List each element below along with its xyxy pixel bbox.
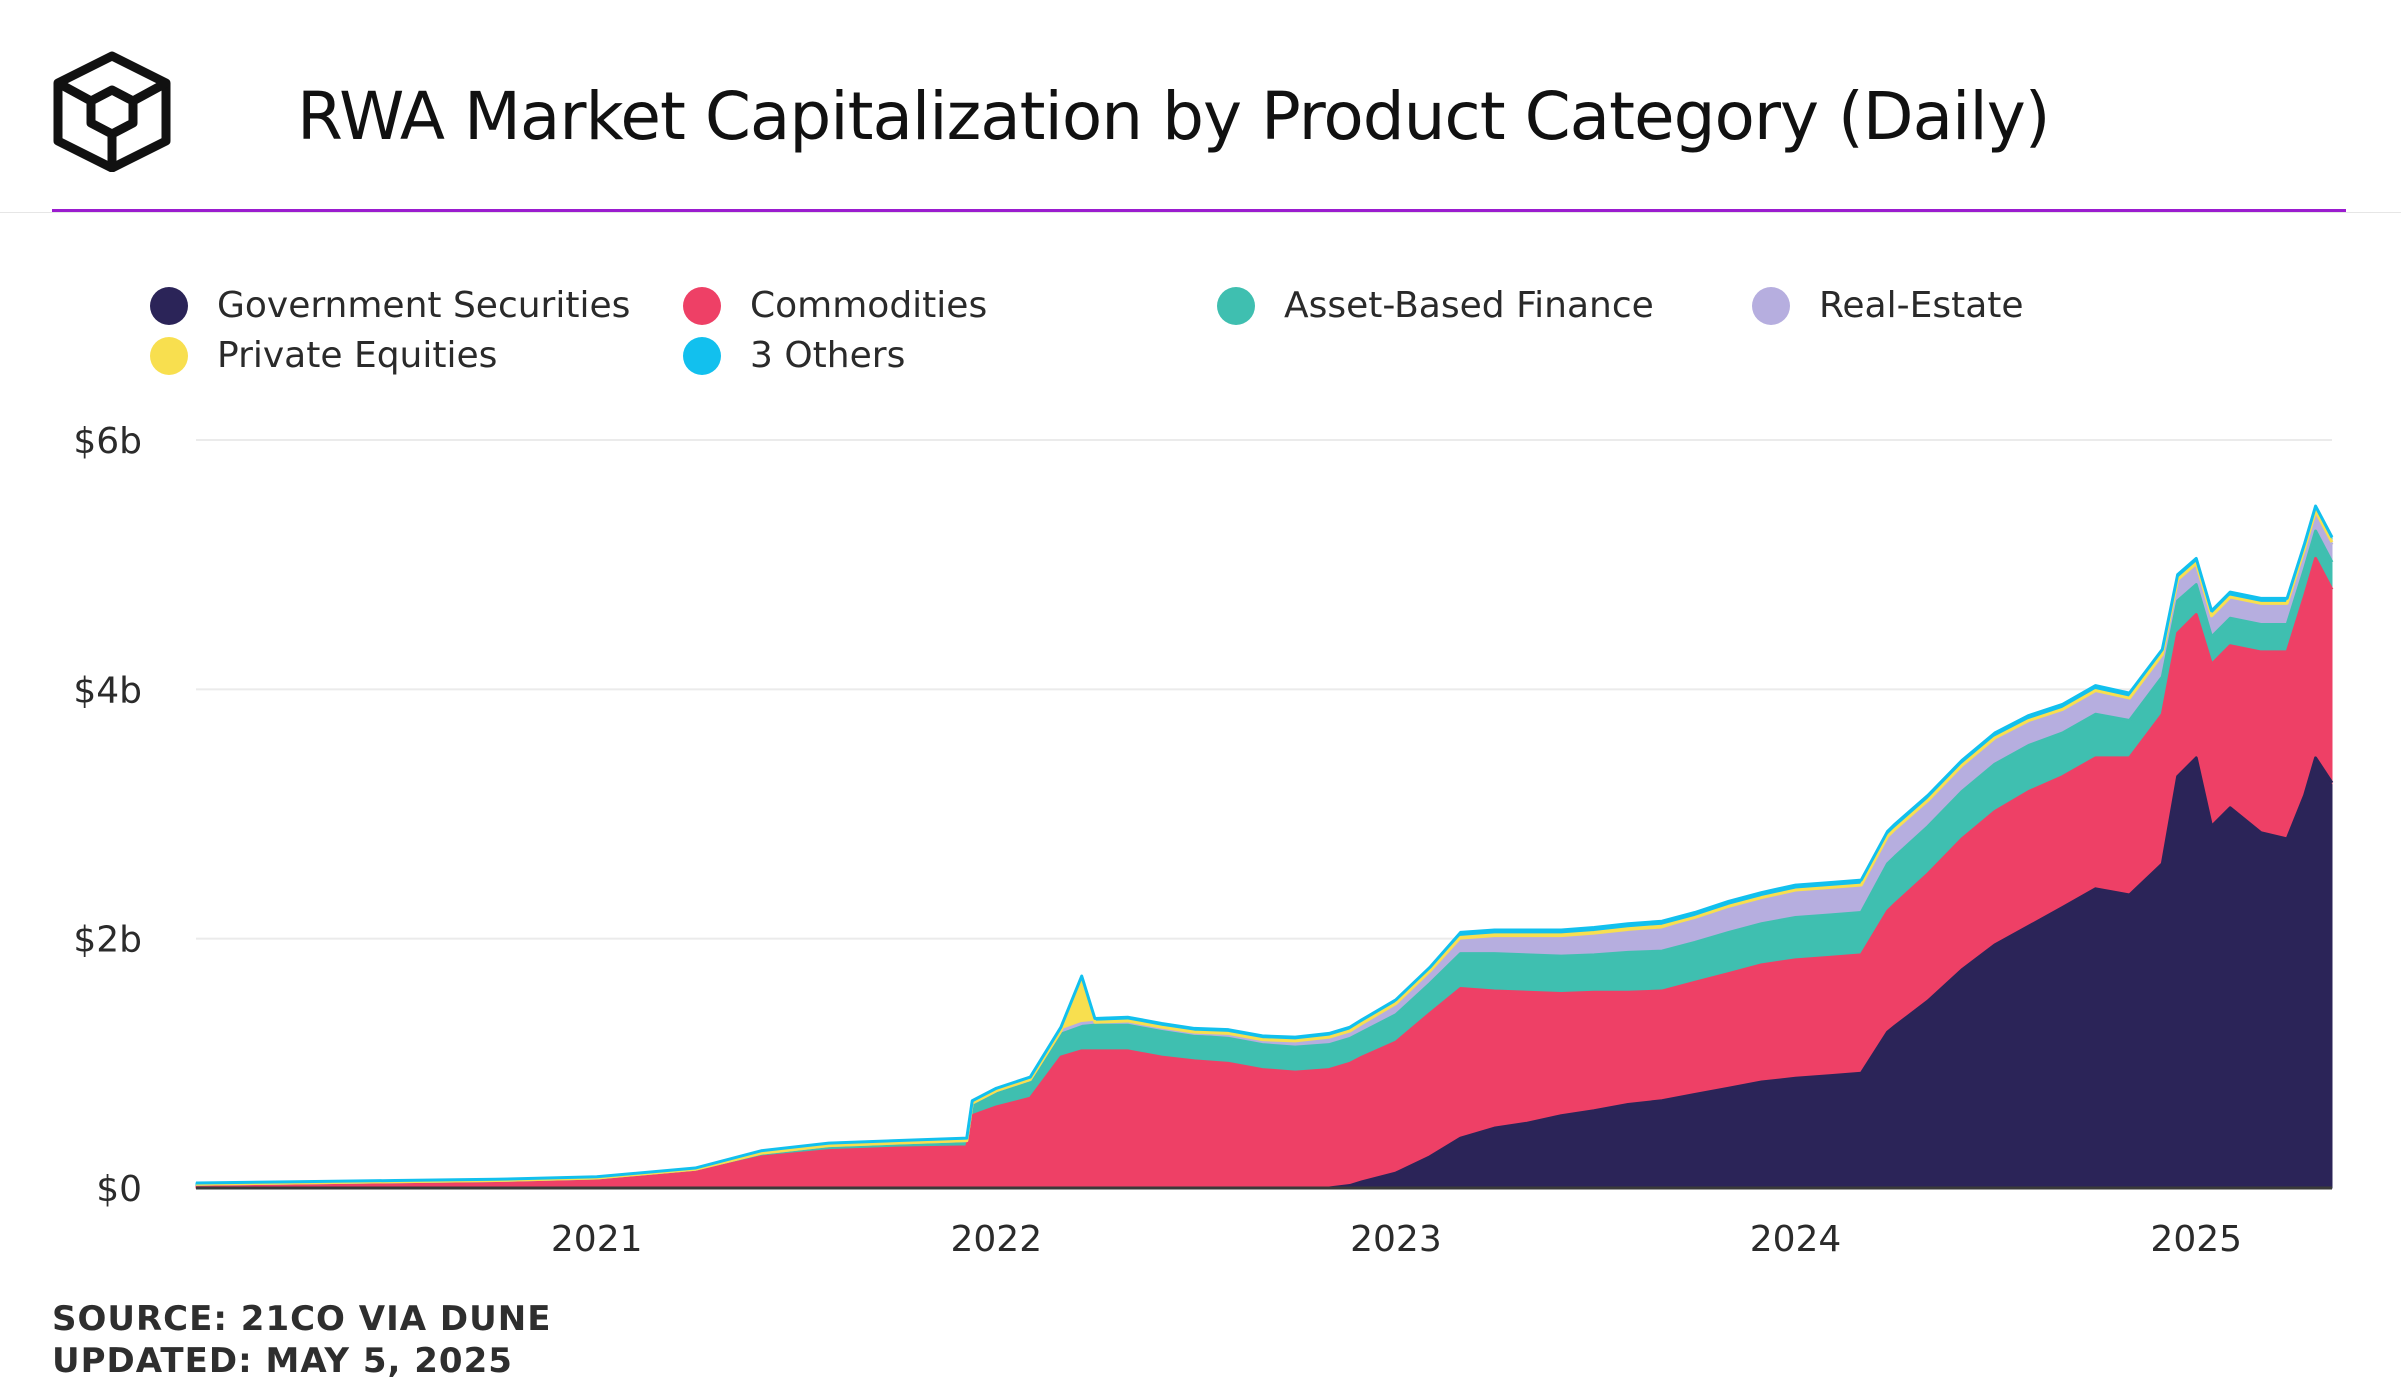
source-note: SOURCE: 21CO VIA DUNE [52,1299,552,1339]
page-title: RWA Market Capitalization by Product Cat… [297,78,2051,155]
legend-label: 3 Others [750,335,906,376]
accent-divider [52,209,2346,212]
chart-footer: SOURCE: 21CO VIA DUNE UPDATED: MAY 5, 20… [52,1298,551,1382]
legend-label: Commodities [750,285,988,326]
legend-item-3-others[interactable]: 3 Others [683,335,905,376]
x-tick-label: 2022 [951,1219,1043,1260]
x-tick-label: 2024 [1750,1219,1842,1260]
legend-item-commodities[interactable]: Commodities [683,285,987,326]
legend-dot-icon [1752,286,1790,325]
y-tick-label: $2b [73,920,142,961]
x-tick-label: 2021 [551,1219,643,1260]
series-areas [195,504,2333,1189]
x-tick-label: 2023 [1350,1219,1442,1260]
cube-logo-icon [53,51,171,172]
legend-label: Private Equities [217,335,498,376]
axes: $0 $2b $4b $6b 2021 2022 2023 2024 2025 [73,421,2332,1260]
series-edge-commodities [195,556,2334,1188]
legend-label: Real-Estate [1819,285,2024,326]
legend-item-private-equities[interactable]: Private Equities [150,335,497,376]
legend-dot-icon [683,286,721,325]
legend-dot-icon [150,286,188,325]
chart-legend: Government Securities Commodities Asset-… [150,285,2300,385]
legend-label: Government Securities [217,285,631,326]
y-tick-label: $4b [73,670,142,711]
legend-item-asset-based-finance[interactable]: Asset-Based Finance [1217,285,1654,326]
legend-item-real-estate[interactable]: Real-Estate [1752,285,2024,326]
series-edge-3-others [195,504,2334,1185]
legend-item-government-securities[interactable]: Government Securities [150,285,630,326]
stacked-area-chart: $0 $2b $4b $6b 2021 2022 2023 2024 2025 [73,421,2334,1260]
legend-dot-icon [683,336,721,375]
updated-note: UPDATED: MAY 5, 2025 [52,1341,513,1381]
y-tick-label: $6b [73,421,142,462]
legend-dot-icon [1217,286,1255,325]
header-divider [0,212,2401,213]
legend-dot-icon [150,336,188,375]
x-tick-label: 2025 [2150,1219,2242,1260]
y-tick-label: $0 [96,1169,142,1210]
legend-label: Asset-Based Finance [1284,285,1654,326]
